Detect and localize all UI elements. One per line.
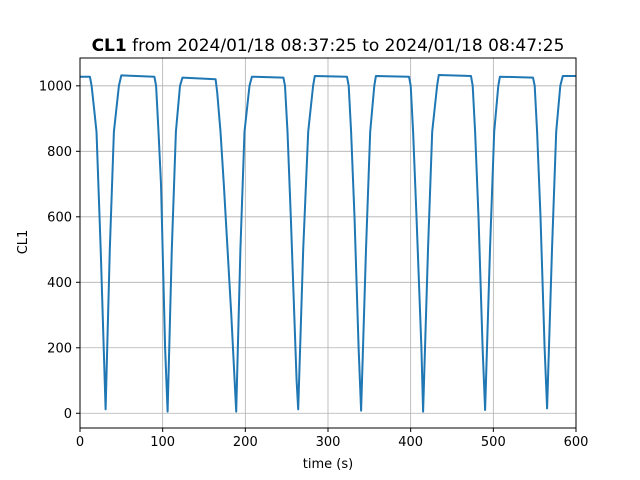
y-axis-label: CL1 (16, 230, 31, 255)
y-tick-label: 1000 (39, 79, 72, 94)
y-tick-label: 0 (64, 407, 72, 422)
chart-title-bold: CL1 (92, 36, 127, 56)
x-tick-label: 200 (233, 435, 258, 450)
x-tick-label: 300 (316, 435, 341, 450)
x-axis-label: time (s) (303, 457, 353, 472)
x-tick-label: 500 (481, 435, 506, 450)
x-tick-label: 400 (398, 435, 423, 450)
x-tick-label: 600 (564, 435, 589, 450)
y-tick-label: 200 (47, 341, 72, 356)
plot-area: 0 100 200 300 400 500 600 0 200 400 600 800 1000 (39, 57, 589, 450)
y-tick-label: 600 (47, 210, 72, 225)
y-tick-label: 800 (47, 145, 72, 160)
y-tick-label: 400 (47, 276, 72, 291)
x-tick-label: 100 (150, 435, 175, 450)
series-line (80, 74, 576, 413)
x-tick-label: 0 (76, 435, 84, 450)
chart-title-rest: from 2024/01/18 08:37:25 to 2024/01/18 0… (127, 36, 565, 56)
chart-title: CL1 from 2024/01/18 08:37:25 to 2024/01/… (92, 36, 565, 56)
